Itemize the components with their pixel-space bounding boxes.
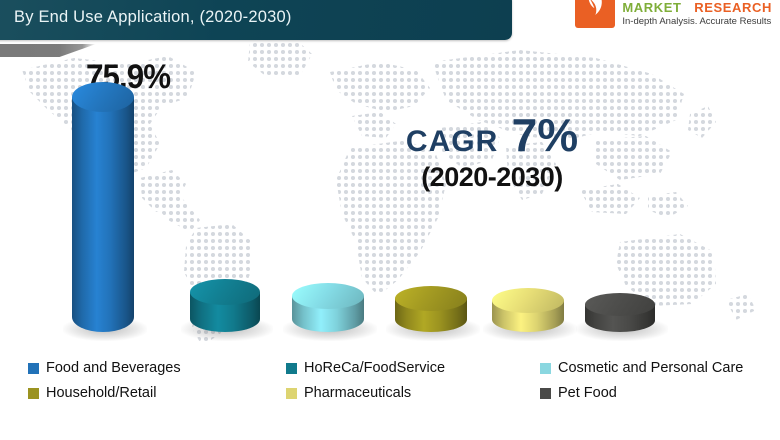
logo-wordmark: MARKET RESEARCH In-depth Analysis. Accur… — [622, 1, 772, 29]
legend-item-pet-food[interactable]: Pet Food — [540, 385, 764, 401]
bar-body — [492, 287, 564, 332]
bar-body — [395, 285, 467, 332]
legend-label: Household/Retail — [46, 385, 157, 401]
brand-logo: MARKET RESEARCH In-depth Analysis. Accur… — [575, 0, 772, 28]
legend-label: Cosmetic and Personal Care — [558, 360, 744, 376]
leaf-flame-icon — [585, 0, 605, 22]
legend-swatch — [28, 387, 39, 399]
bar-cylinder-top — [395, 285, 467, 311]
legend-swatch — [540, 387, 551, 399]
bar-pet-food — [576, 292, 668, 341]
legend-label: HoReCa/FoodService — [304, 360, 446, 376]
cagr-period: (2020-2030) — [421, 162, 563, 192]
bar-body — [72, 82, 134, 332]
legend-swatch — [28, 362, 39, 374]
cagr-label: CAGR — [405, 125, 499, 158]
legend-swatch — [540, 362, 551, 374]
bar-body — [585, 292, 655, 332]
bar-cylinder-top — [585, 292, 655, 316]
page-title: By End Use Application, (2020-2030) — [14, 7, 292, 26]
legend-label: Pharmaceuticals — [304, 385, 412, 401]
bar-cylinder-top — [292, 283, 364, 309]
bar-cosmetic-and-personal-care — [283, 283, 377, 341]
bar-series — [63, 82, 668, 341]
logo-wordmark-line1: MARKET RESEARCH — [622, 1, 772, 14]
legend-row: Household/Retail Pharmaceuticals Pet Food — [28, 385, 764, 401]
legend-item-pharmaceuticals[interactable]: Pharmaceuticals — [286, 385, 540, 401]
bar-household-retail — [386, 285, 480, 341]
legend-label: Pet Food — [558, 385, 617, 401]
cagr-line: CAGR 7% — [362, 112, 622, 158]
title-bar: By End Use Application, (2020-2030) — [0, 0, 512, 40]
legend-row: Food and Beverages HoReCa/FoodService Cosm… — [28, 360, 764, 376]
legend-swatch — [286, 387, 297, 399]
bar-cylinder-top — [190, 279, 260, 305]
logo-mark — [575, 0, 616, 28]
bar-body — [292, 283, 364, 332]
bar-pharmaceuticals — [483, 287, 577, 341]
legend-swatch — [286, 362, 297, 374]
cagr-value: 7% — [511, 109, 579, 161]
legend-item-food-and-beverages[interactable]: Food and Beverages — [28, 360, 286, 376]
logo-word-market: MARKET — [622, 0, 682, 15]
bar-cylinder-side — [72, 97, 134, 332]
bar-food-and-beverages — [63, 82, 147, 341]
bar-horeca-foodservice — [181, 279, 273, 341]
bar-cylinder-top — [492, 287, 564, 313]
legend-label: Food and Beverages — [46, 360, 181, 376]
cagr-callout: CAGR 7% (2020-2030) — [362, 112, 622, 191]
logo-word-research: RESEARCH — [694, 0, 772, 15]
legend-item-cosmetic-and-personal-care[interactable]: Cosmetic and Personal Care — [540, 360, 764, 376]
chart-legend: Food and Beverages HoReCa/FoodService Cosm… — [28, 360, 764, 410]
bar-body — [190, 279, 260, 332]
legend-item-household-retail[interactable]: Household/Retail — [28, 385, 286, 401]
bar-cylinder-top — [72, 82, 134, 112]
logo-tagline: In-depth Analysis. Accurate Results — [622, 15, 772, 27]
legend-item-horeca-foodservice[interactable]: HoReCa/FoodService — [286, 360, 540, 376]
